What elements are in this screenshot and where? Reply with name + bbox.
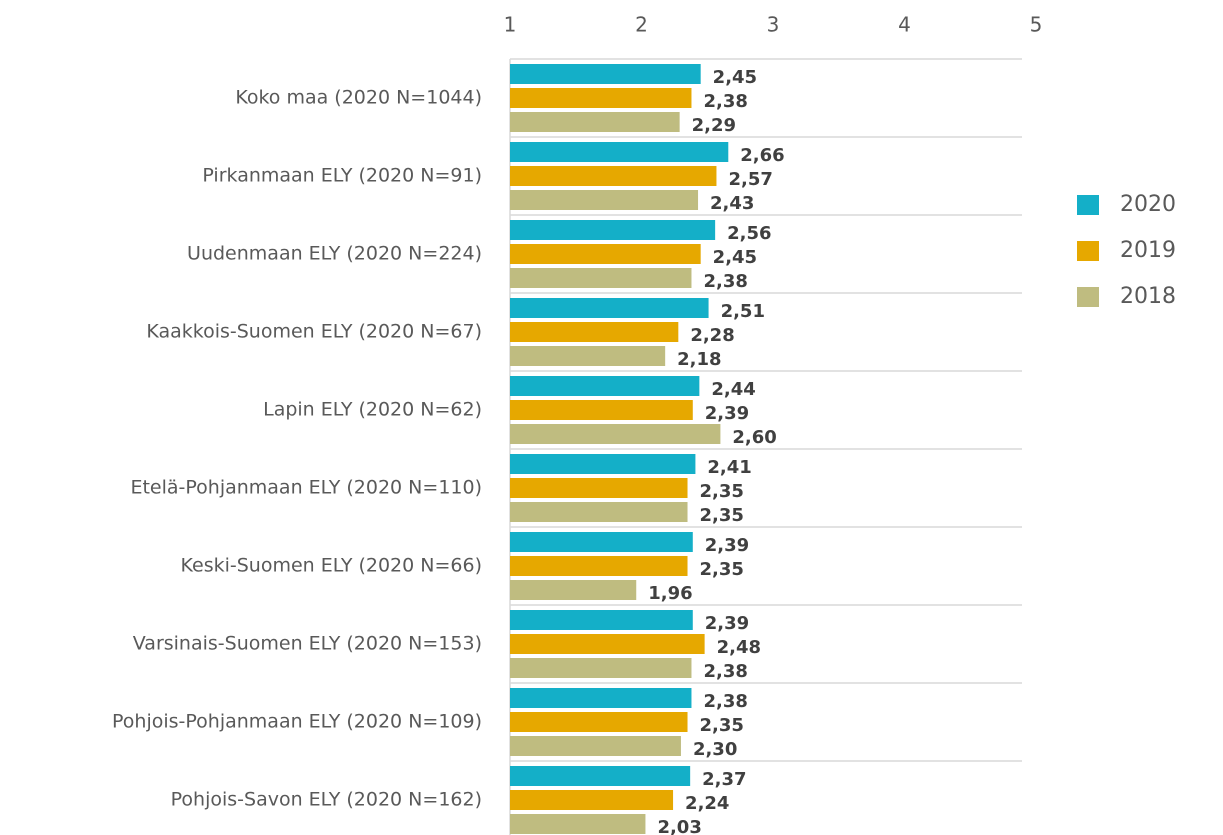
bar: [510, 64, 701, 84]
value-label: 2,38: [703, 661, 747, 682]
bar: [510, 88, 692, 108]
value-label: 2,60: [732, 427, 776, 448]
value-label: 2,24: [685, 793, 729, 814]
value-label: 2,66: [740, 145, 784, 166]
x-tick-label: 4: [898, 13, 911, 37]
bar: [510, 790, 674, 810]
value-label: 2,28: [690, 325, 734, 346]
value-label: 2,03: [657, 817, 701, 835]
value-label: 2,39: [705, 403, 749, 424]
x-tick-label: 1: [504, 13, 517, 37]
bar: [510, 142, 729, 162]
value-label: 2,41: [707, 457, 751, 478]
value-label: 2,39: [705, 535, 749, 556]
legend-swatch: [1077, 241, 1099, 261]
category-label: Etelä-Pohjanmaan ELY (2020 N=110): [130, 477, 482, 499]
bar: [510, 814, 646, 834]
category-label: Pohjois-Pohjanmaan ELY (2020 N=109): [112, 711, 482, 733]
bar: [510, 766, 691, 786]
bar: [510, 658, 692, 678]
legend-label: 2019: [1120, 238, 1176, 263]
bar: [510, 112, 680, 132]
category-label: Kaakkois-Suomen ELY (2020 N=67): [146, 321, 482, 343]
bar: [510, 346, 666, 366]
bar: [510, 298, 709, 318]
category-label: Lapin ELY (2020 N=62): [263, 399, 482, 421]
x-tick-label: 5: [1030, 13, 1043, 37]
value-label: 1,96: [648, 583, 692, 604]
bar: [510, 556, 688, 576]
value-label: 2,48: [717, 637, 761, 658]
value-label: 2,38: [703, 271, 747, 292]
bar: [510, 322, 679, 342]
bar: [510, 610, 693, 630]
value-label: 2,57: [728, 169, 772, 190]
bar: [510, 400, 693, 420]
bar: [510, 634, 705, 654]
bar: [510, 244, 701, 264]
value-label: 2,18: [677, 349, 721, 370]
category-label: Uudenmaan ELY (2020 N=224): [187, 243, 482, 265]
bar: [510, 712, 688, 732]
value-label: 2,35: [700, 559, 744, 580]
bar: [510, 580, 637, 600]
legend-label: 2018: [1120, 284, 1176, 309]
value-label: 2,43: [710, 193, 754, 214]
bar: [510, 454, 696, 474]
value-label: 2,45: [713, 247, 757, 268]
x-tick-label: 2: [635, 13, 648, 37]
bar: [510, 190, 699, 210]
bar: [510, 532, 693, 552]
category-label: Varsinais-Suomen ELY (2020 N=153): [133, 633, 482, 655]
bar: [510, 688, 692, 708]
value-label: 2,35: [700, 481, 744, 502]
bar: [510, 736, 681, 756]
bar: [510, 166, 717, 186]
value-label: 2,35: [700, 505, 744, 526]
value-label: 2,44: [711, 379, 755, 400]
legend-swatch: [1077, 195, 1099, 215]
bar: [510, 268, 692, 288]
value-label: 2,45: [713, 67, 757, 88]
bar: [510, 424, 721, 444]
bar: [510, 376, 700, 396]
x-tick-label: 3: [767, 13, 780, 37]
category-label: Pohjois-Savon ELY (2020 N=162): [171, 789, 482, 811]
value-label: 2,37: [702, 769, 746, 790]
value-label: 2,56: [727, 223, 771, 244]
category-label: Koko maa (2020 N=1044): [235, 87, 482, 109]
bar: [510, 502, 688, 522]
value-label: 2,39: [705, 613, 749, 634]
category-label: Keski-Suomen ELY (2020 N=66): [181, 555, 483, 577]
bar: [510, 220, 716, 240]
value-label: 2,38: [703, 691, 747, 712]
bar: [510, 478, 688, 498]
value-label: 2,38: [703, 91, 747, 112]
value-label: 2,29: [692, 115, 736, 136]
category-label: Pirkanmaan ELY (2020 N=91): [202, 165, 482, 187]
value-label: 2,30: [693, 739, 737, 760]
value-label: 2,51: [721, 301, 765, 322]
value-label: 2,35: [700, 715, 744, 736]
legend-swatch: [1077, 287, 1099, 307]
legend-label: 2020: [1120, 192, 1176, 217]
